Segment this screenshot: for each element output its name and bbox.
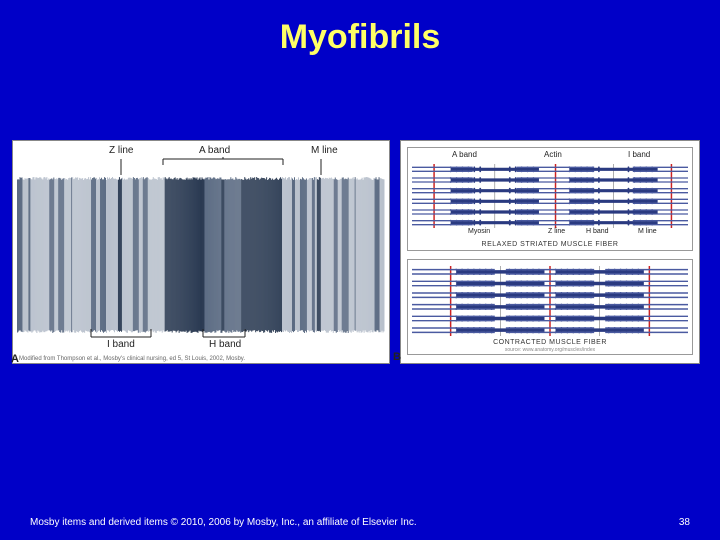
label-h-band-b: H band bbox=[586, 228, 609, 235]
footer-copyright: Mosby items and derived items © 2010, 20… bbox=[30, 517, 417, 528]
contracted-caption: CONTRACTED MUSCLE FIBER bbox=[408, 339, 692, 346]
label-z-line-b: Z line bbox=[548, 228, 565, 235]
label-h-band: H band bbox=[209, 339, 241, 350]
slide-footer: Mosby items and derived items © 2010, 20… bbox=[30, 517, 690, 528]
panel-a-letter: A bbox=[11, 353, 19, 365]
contracted-credit: source: www.anatomy.org/muscles/index bbox=[408, 347, 692, 353]
panel-a-top-labels: Z line A band M line bbox=[13, 145, 389, 173]
relaxed-body bbox=[412, 164, 688, 228]
label-actin: Actin bbox=[544, 150, 562, 159]
page-number: 38 bbox=[679, 517, 690, 528]
label-m-line: M line bbox=[311, 145, 338, 156]
label-i-band-b: I band bbox=[628, 150, 650, 159]
em-micrograph bbox=[17, 175, 385, 335]
panel-a: Z line A band M line bbox=[12, 140, 390, 364]
label-i-band: I band bbox=[107, 339, 135, 350]
label-a-band: A band bbox=[199, 145, 230, 156]
top-brackets bbox=[13, 157, 389, 177]
panel-a-source: Modified from Thompson et al., Mosby's c… bbox=[19, 356, 245, 362]
contracted-body bbox=[412, 266, 688, 336]
label-a-band-b: A band bbox=[452, 150, 477, 159]
panel-b: B A band Actin I band Myosin Z line H ba… bbox=[400, 140, 700, 364]
relaxed-foot-labels: Myosin Z line H band M line bbox=[408, 228, 692, 238]
contracted-fiber-figure: CONTRACTED MUSCLE FIBER source: www.anat… bbox=[407, 259, 693, 355]
slide-title: Myofibrils bbox=[0, 0, 720, 57]
figure-row: Z line A band M line bbox=[12, 140, 708, 364]
panel-a-bottom-labels: I band H band bbox=[13, 339, 389, 353]
relaxed-fiber-figure: A band Actin I band Myosin Z line H band… bbox=[407, 147, 693, 251]
relaxed-caption: RELAXED STRIATED MUSCLE FIBER bbox=[408, 241, 692, 248]
bottom-brackets bbox=[13, 329, 389, 341]
label-myosin: Myosin bbox=[468, 228, 490, 235]
label-m-line-b: M line bbox=[638, 228, 657, 235]
relaxed-top-labels: A band Actin I band bbox=[408, 150, 692, 162]
label-z-line: Z line bbox=[109, 145, 133, 156]
panel-b-letter: B bbox=[393, 351, 401, 363]
